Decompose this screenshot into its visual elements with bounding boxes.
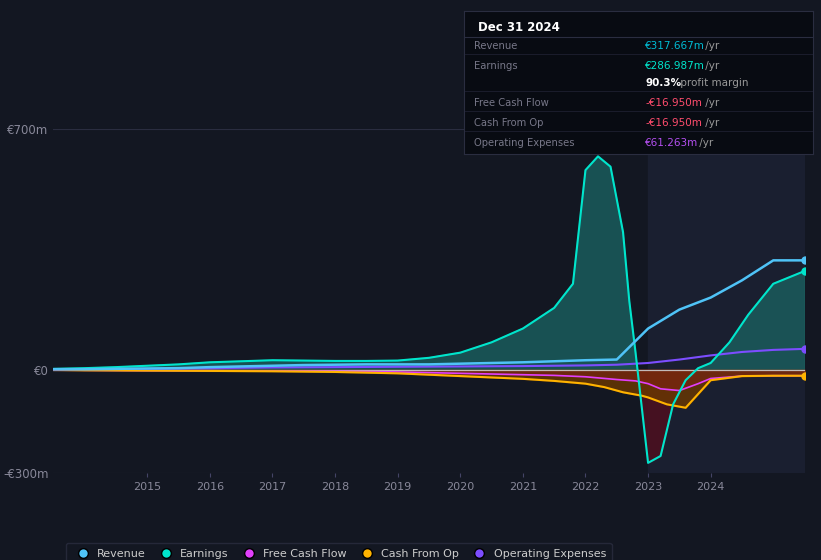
Text: /yr: /yr xyxy=(702,61,719,71)
Text: Operating Expenses: Operating Expenses xyxy=(475,138,575,148)
Bar xyxy=(648,129,805,473)
Text: €286.987m: €286.987m xyxy=(645,61,705,71)
Text: €61.263m: €61.263m xyxy=(645,138,699,148)
Text: Free Cash Flow: Free Cash Flow xyxy=(475,99,549,108)
Text: /yr: /yr xyxy=(702,118,719,128)
Legend: Revenue, Earnings, Free Cash Flow, Cash From Op, Operating Expenses: Revenue, Earnings, Free Cash Flow, Cash … xyxy=(66,543,612,560)
Text: Cash From Op: Cash From Op xyxy=(475,118,544,128)
Text: Dec 31 2024: Dec 31 2024 xyxy=(478,21,560,34)
Text: /yr: /yr xyxy=(695,138,713,148)
Text: profit margin: profit margin xyxy=(677,78,748,88)
Text: Earnings: Earnings xyxy=(475,61,518,71)
Text: -€16.950m: -€16.950m xyxy=(645,118,702,128)
Text: Revenue: Revenue xyxy=(475,41,518,51)
Text: -€16.950m: -€16.950m xyxy=(645,99,702,108)
Text: /yr: /yr xyxy=(702,41,719,51)
Text: /yr: /yr xyxy=(702,99,719,108)
Text: €317.667m: €317.667m xyxy=(645,41,705,51)
Text: 90.3%: 90.3% xyxy=(645,78,681,88)
